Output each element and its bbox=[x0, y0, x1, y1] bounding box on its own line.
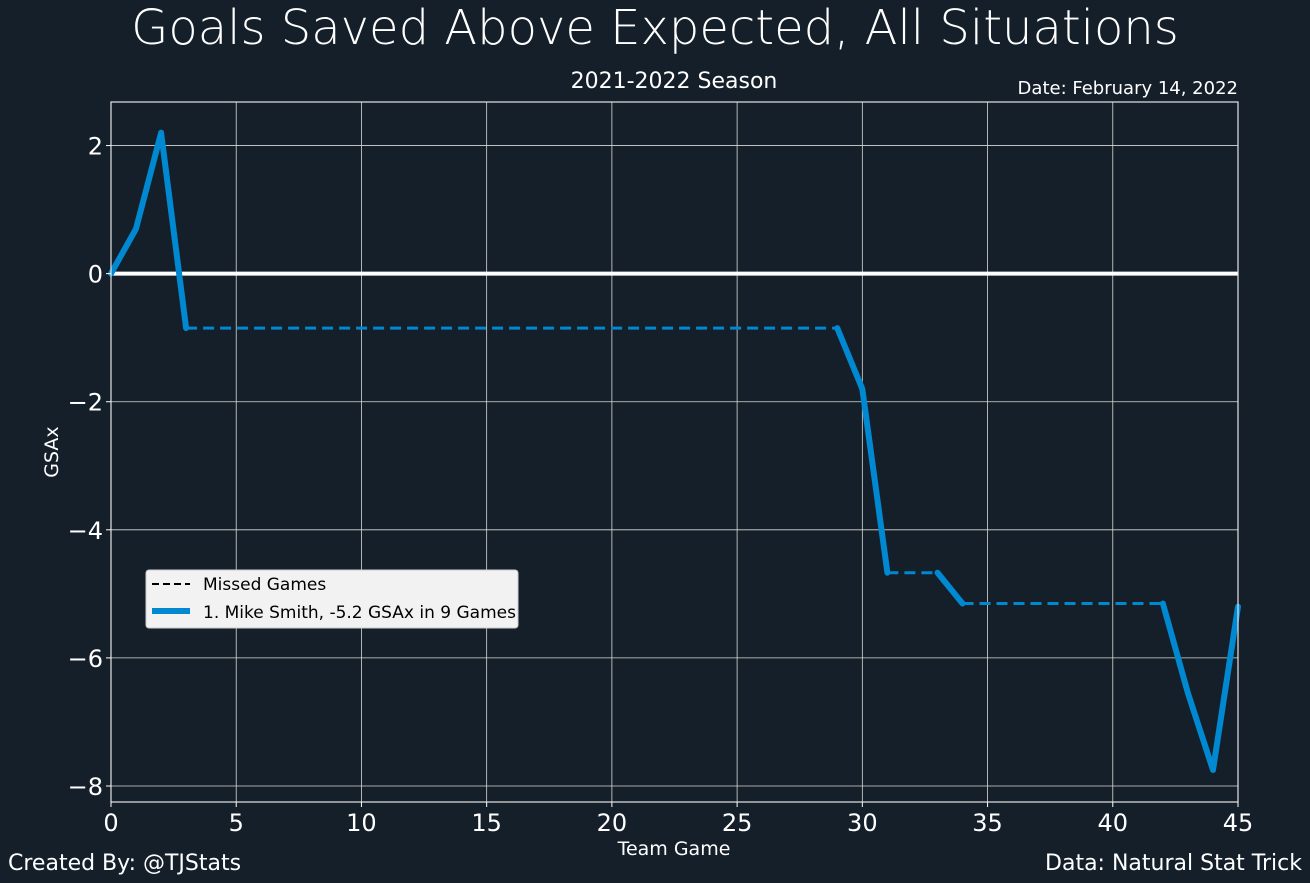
x-tick-label-5: 25 bbox=[722, 809, 753, 837]
footer-data-source: Data: Natural Stat Trick bbox=[1045, 851, 1302, 876]
series-0-solid-segment-2 bbox=[834, 325, 891, 576]
legend-missed-label: Missed Games bbox=[203, 575, 326, 595]
x-tick-label-1: 5 bbox=[229, 809, 244, 837]
footer-created-by: Created By: @TJStats bbox=[8, 851, 241, 876]
y-tick-label-2: −2 bbox=[68, 389, 103, 417]
legend-series-label: 1. Mike Smith, -5.2 GSAx in 9 Games bbox=[203, 603, 516, 623]
chart-title: Goals Saved Above Expected, All Situatio… bbox=[131, 0, 1179, 56]
series-0-solid-segment-6 bbox=[1159, 600, 1241, 773]
y-tick-label-5: −8 bbox=[68, 773, 103, 801]
legend: Missed Games 1. Mike Smith, -5.2 GSAx in… bbox=[145, 569, 519, 629]
plot-border bbox=[110, 101, 1239, 803]
y-axis-label: GSAx bbox=[41, 426, 63, 477]
x-axis-label: Team Game bbox=[617, 838, 731, 860]
x-tick-label-9: 45 bbox=[1223, 809, 1254, 837]
y-tick-label-3: −4 bbox=[68, 517, 103, 545]
x-tick-label-8: 40 bbox=[1098, 809, 1129, 837]
x-tick-label-7: 35 bbox=[972, 809, 1003, 837]
series-layer bbox=[108, 129, 1241, 773]
y-tick-label-4: −6 bbox=[68, 645, 103, 673]
y-tick-label-1: 0 bbox=[88, 261, 103, 289]
x-tick-label-2: 10 bbox=[346, 809, 377, 837]
grid-lines bbox=[110, 102, 1239, 802]
date-label: Date: February 14, 2022 bbox=[1018, 78, 1238, 99]
series-0-solid-segment-4 bbox=[934, 569, 966, 607]
x-tick-label-3: 15 bbox=[471, 809, 502, 837]
y-tick-label-0: 2 bbox=[88, 133, 103, 161]
x-tick-label-0: 0 bbox=[103, 809, 118, 837]
chart-subtitle: 2021-2022 Season bbox=[571, 69, 778, 94]
series-0-solid-segment-0 bbox=[108, 129, 190, 332]
x-tick-label-4: 20 bbox=[597, 809, 628, 837]
x-tick-label-6: 30 bbox=[847, 809, 878, 837]
legend-box bbox=[145, 569, 519, 629]
plot-frame bbox=[110, 101, 1239, 803]
